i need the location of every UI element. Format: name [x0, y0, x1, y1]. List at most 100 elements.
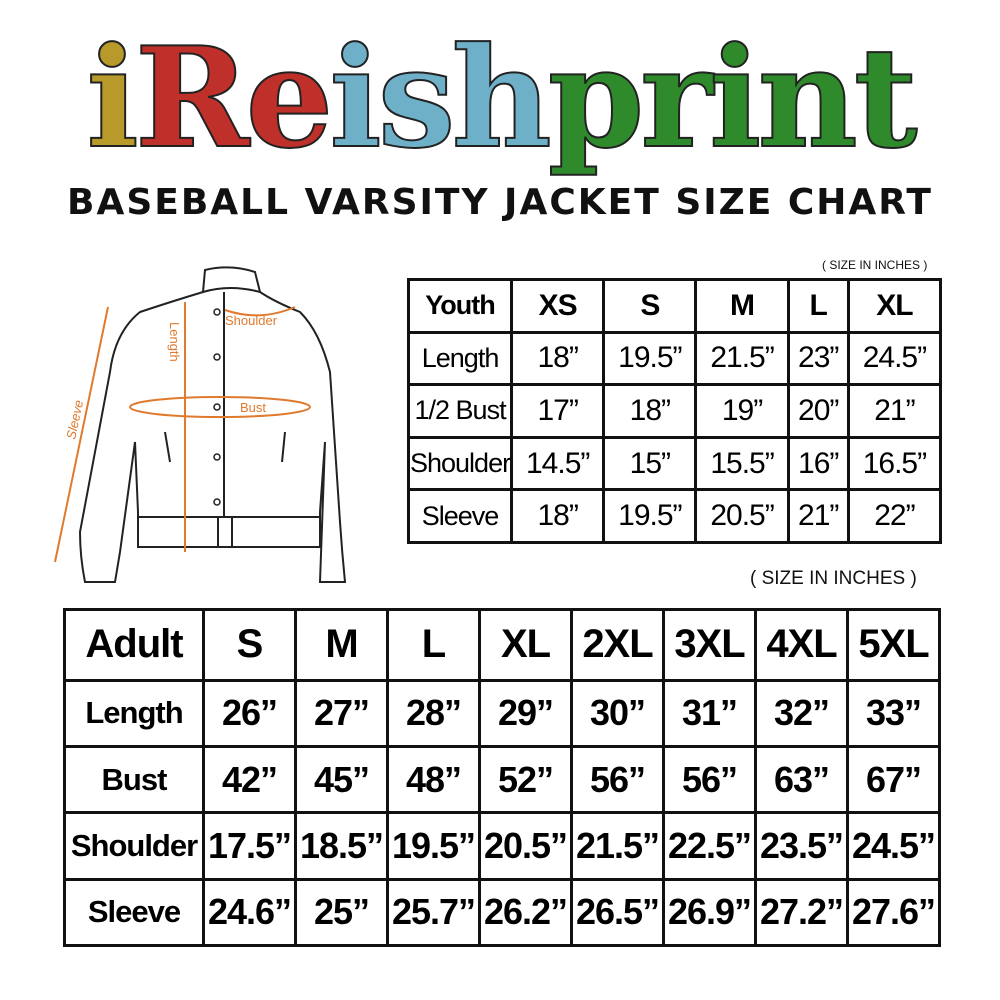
table-row: Bust 42” 45” 48” 52” 56” 56” 63” 67” — [63, 745, 941, 815]
table-cell: 26.2” — [478, 877, 573, 948]
table-cell: 22.5” — [662, 811, 757, 881]
logo-letter: t — [853, 16, 919, 179]
table-cell: 20” — [786, 383, 850, 439]
sleeve-label: Sleeve — [63, 399, 86, 441]
row-label-cell: Shoulder — [406, 435, 514, 492]
table-row: Length 18” 19.5” 21.5” 23” 24.5” — [406, 330, 943, 387]
table-cell: 32” — [754, 678, 849, 749]
table-cell: 22” — [846, 488, 943, 544]
table-cell: 14.5” — [510, 435, 606, 492]
row-label-cell: Adult — [63, 608, 205, 682]
table-cell: 26.9” — [662, 877, 757, 948]
table-cell: 5XL — [846, 608, 941, 682]
row-label-cell: Shoulder — [63, 811, 205, 881]
table-cell: 16.5” — [846, 435, 943, 492]
table-cell: 21.5” — [570, 811, 665, 881]
table-row: Shoulder 17.5” 18.5” 19.5” 20.5” 21.5” 22.5” 23… — [63, 811, 941, 881]
table-cell: 18.5” — [294, 811, 389, 881]
adult-unit-note: ( SIZE IN INCHES ) — [750, 568, 917, 589]
row-label-cell: Bust — [63, 745, 205, 815]
brand-logo: iReishprint — [0, 16, 1000, 179]
logo-letter: n — [756, 16, 858, 179]
table-cell: 19.5” — [602, 488, 698, 544]
table-cell: 45” — [294, 745, 389, 815]
logo-letter: h — [450, 16, 552, 179]
table-cell: 4XL — [754, 608, 849, 682]
table-cell: 30” — [570, 678, 665, 749]
table-cell: XL — [846, 278, 943, 334]
logo-letter: i — [708, 16, 762, 179]
logo-letter: e — [245, 16, 335, 179]
adult-size-table: Adult S M L XL 2XL 3XL 4XL 5XL Length 26” 27” 28” 29”… — [63, 608, 941, 948]
logo-letter: r — [639, 16, 714, 179]
table-cell: 25” — [294, 877, 389, 948]
table-cell: L — [386, 608, 481, 682]
table-header-row: Youth XS S M L XL — [406, 278, 943, 334]
logo-letter: i — [328, 16, 382, 179]
row-label-cell: Length — [406, 330, 514, 387]
table-cell: 23.5” — [754, 811, 849, 881]
table-cell: 25.7” — [386, 877, 481, 948]
row-label-cell: 1/2 Bust — [406, 383, 514, 439]
table-cell: 31” — [662, 678, 757, 749]
table-cell: 21.5” — [694, 330, 790, 387]
row-label-cell: Sleeve — [63, 877, 205, 948]
logo-letter: s — [377, 16, 457, 179]
table-cell: 20.5” — [694, 488, 790, 544]
table-cell: XS — [510, 278, 606, 334]
table-cell: 15.5” — [694, 435, 790, 492]
table-cell: 33” — [846, 678, 941, 749]
youth-size-table: Youth XS S M L XL Length 18” 19.5” 21.5” 23” 24.5” 1… — [406, 278, 943, 544]
table-cell: 56” — [662, 745, 757, 815]
table-cell: 63” — [754, 745, 849, 815]
table-cell: 26.5” — [570, 877, 665, 948]
row-label-cell: Sleeve — [406, 488, 514, 544]
table-cell: 19” — [694, 383, 790, 439]
table-cell: 18” — [510, 330, 606, 387]
table-cell: 24.5” — [846, 330, 943, 387]
page-title: BASEBALL VARSITY JACKET SIZE CHART — [67, 182, 933, 223]
youth-unit-note: ( SIZE IN INCHES ) — [822, 258, 928, 272]
table-cell: 56” — [570, 745, 665, 815]
table-cell: 17” — [510, 383, 606, 439]
table-cell: 52” — [478, 745, 573, 815]
table-row: Shoulder 14.5” 15” 15.5” 16” 16.5” — [406, 435, 943, 492]
table-cell: 27.6” — [846, 877, 941, 948]
table-cell: 29” — [478, 678, 573, 749]
table-cell: 2XL — [570, 608, 665, 682]
table-cell: 28” — [386, 678, 481, 749]
table-row: Length 26” 27” 28” 29” 30” 31” 32” 33” — [63, 678, 941, 749]
table-header-row: Adult S M L XL 2XL 3XL 4XL 5XL — [63, 608, 941, 682]
table-cell: 21” — [786, 488, 850, 544]
table-cell: 18” — [510, 488, 606, 544]
bust-label: Bust — [240, 400, 266, 415]
table-cell: S — [602, 278, 698, 334]
table-cell: 23” — [786, 330, 850, 387]
shoulder-label: Shoulder — [225, 313, 278, 328]
table-cell: 19.5” — [386, 811, 481, 881]
table-cell: 27” — [294, 678, 389, 749]
table-cell: 17.5” — [202, 811, 297, 881]
table-cell: 24.5” — [846, 811, 941, 881]
table-cell: L — [786, 278, 850, 334]
table-row: Sleeve 24.6” 25” 25.7” 26.2” 26.5” 26.9” 27.2” 2… — [63, 877, 941, 948]
table-cell: 19.5” — [602, 330, 698, 387]
table-cell: 26” — [202, 678, 297, 749]
table-cell: 3XL — [662, 608, 757, 682]
table-cell: S — [202, 608, 297, 682]
jacket-diagram: Shoulder Length Bust Sleeve — [54, 266, 347, 583]
table-cell: 20.5” — [478, 811, 573, 881]
row-label-cell: Youth — [406, 278, 514, 334]
table-cell: XL — [478, 608, 573, 682]
logo-letter: p — [547, 16, 645, 179]
table-cell: 21” — [846, 383, 943, 439]
length-label: Length — [167, 322, 182, 362]
table-cell: 24.6” — [202, 877, 297, 948]
table-row: Sleeve 18” 19.5” 20.5” 21” 22” — [406, 488, 943, 544]
table-cell: 48” — [386, 745, 481, 815]
table-cell: 67” — [846, 745, 941, 815]
table-cell: 42” — [202, 745, 297, 815]
table-cell: 16” — [786, 435, 850, 492]
table-cell: M — [294, 608, 389, 682]
table-cell: 18” — [602, 383, 698, 439]
